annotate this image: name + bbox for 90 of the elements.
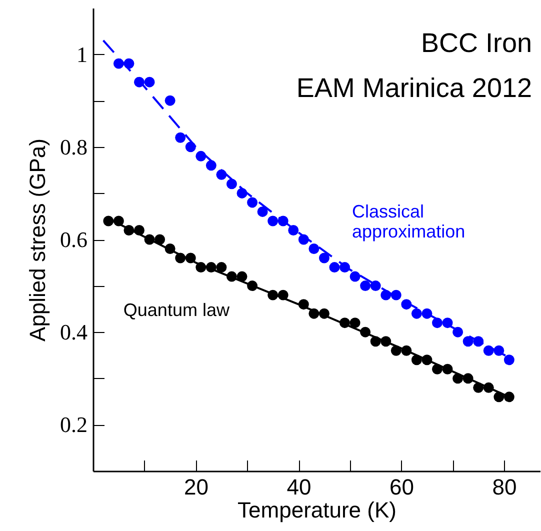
point [432, 318, 442, 328]
point [340, 318, 350, 328]
point [124, 225, 134, 236]
point [329, 262, 340, 273]
point [175, 252, 186, 264]
point [483, 345, 494, 356]
point [298, 234, 309, 245]
point [483, 382, 494, 393]
text: BCC Iron [420, 28, 532, 58]
point [164, 95, 176, 106]
point [236, 271, 248, 282]
point [360, 326, 371, 338]
point [308, 308, 320, 319]
point [380, 290, 392, 300]
point [196, 262, 206, 273]
point [442, 364, 453, 374]
point [134, 76, 144, 88]
x-axis-title: Temperature (K) [238, 498, 396, 522]
point [113, 58, 124, 69]
x-tick-label: 40 [286, 474, 312, 500]
point [216, 169, 227, 180]
point [257, 206, 268, 217]
point [216, 262, 227, 273]
point [390, 290, 402, 300]
y-axis-title: Applied stress (GPa) [25, 138, 50, 342]
point [462, 373, 474, 384]
y-tick-label: 1 [76, 42, 88, 67]
point [401, 345, 412, 356]
point [278, 216, 288, 226]
point [206, 160, 216, 171]
point [298, 299, 309, 310]
point [226, 271, 237, 282]
y-tick-label: 0.4 [60, 320, 88, 345]
series-label: Quantum law [123, 300, 230, 320]
point [236, 188, 248, 198]
y-tick-label: 0.2 [60, 412, 88, 438]
point [442, 318, 453, 328]
point [432, 364, 442, 374]
point [268, 290, 278, 300]
point [473, 336, 484, 347]
point [504, 354, 514, 366]
point [113, 216, 124, 226]
point [360, 280, 371, 292]
point [308, 244, 320, 254]
point [422, 308, 432, 319]
point [422, 354, 432, 366]
point [134, 225, 144, 236]
x-tick-label: 80 [492, 474, 517, 500]
point [278, 290, 288, 300]
text: EAM Marinica 2012 [296, 73, 532, 103]
point [350, 318, 360, 328]
point [340, 262, 350, 273]
x-tick-label: 20 [184, 474, 208, 500]
point [247, 280, 258, 292]
point [318, 308, 330, 319]
point [452, 326, 464, 338]
y-tick-label: 0.6 [60, 227, 88, 252]
point [103, 216, 114, 226]
point [370, 336, 381, 347]
y-tick-label: 0.8 [60, 134, 88, 160]
point [144, 234, 155, 245]
point [185, 142, 196, 152]
point [206, 262, 216, 273]
point [411, 308, 422, 319]
point [380, 336, 392, 347]
x-tick-label: 60 [390, 474, 414, 500]
point [390, 345, 402, 356]
series-label: Classical approximation [352, 202, 466, 242]
point [247, 197, 258, 208]
point [268, 216, 278, 226]
point [452, 373, 464, 384]
point [144, 76, 155, 88]
point [124, 58, 134, 69]
point [175, 132, 186, 143]
point [462, 336, 474, 347]
point [504, 392, 514, 402]
point [411, 354, 422, 366]
point [401, 299, 412, 310]
point [494, 392, 504, 402]
point [196, 150, 206, 162]
point [350, 271, 360, 282]
point [288, 225, 299, 236]
point [318, 252, 330, 264]
point [473, 382, 484, 393]
point [164, 244, 176, 254]
point [185, 252, 196, 264]
point [370, 280, 381, 292]
point [154, 234, 166, 245]
point [494, 345, 504, 356]
point [226, 178, 237, 190]
